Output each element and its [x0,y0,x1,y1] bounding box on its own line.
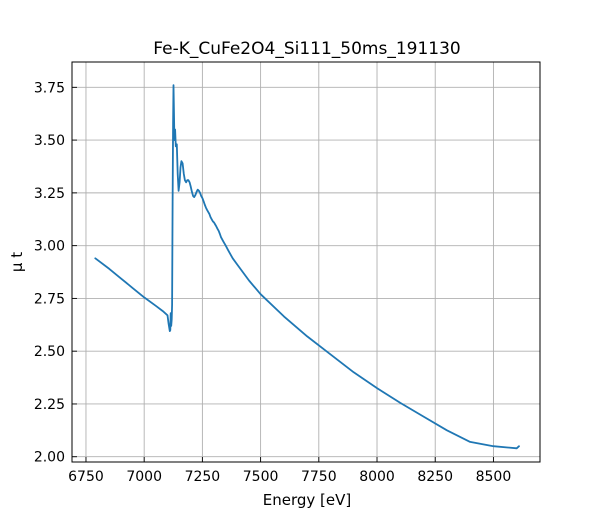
x-tick-label: 8500 [476,469,512,485]
y-tick-label: 3.75 [34,80,65,96]
x-tick-label: 8000 [359,469,395,485]
y-tick-label: 3.50 [34,133,65,149]
x-axis-label: Energy [eV] [263,491,351,509]
plot-frame [71,61,541,463]
y-tick-label: 2.50 [34,344,65,360]
x-tick-label: 7750 [301,469,337,485]
series-layer [94,84,520,450]
x-tick-label: 7250 [185,469,221,485]
series-line [94,84,520,450]
y-tick-label: 2.75 [34,291,65,307]
y-tick-label: 2.00 [34,450,65,466]
y-tick-label: 3.25 [34,186,65,202]
grid [72,62,540,462]
chart-title: Fe-K_CuFe2O4_Si111_50ms_191130 [153,39,460,59]
x-tick-label: 6750 [68,469,104,485]
y-tick-label: 3.00 [34,239,65,255]
y-axis-label: μ t [8,252,26,272]
x-tick-label: 7000 [126,469,162,485]
axis-ticks: 6750 7000 7250 7500 7750 8000 8250 8500 2.00 2.25… [34,80,511,485]
y-tick-label: 2.25 [34,397,65,413]
x-tick-label: 7500 [243,469,279,485]
x-tick-label: 8250 [417,469,453,485]
